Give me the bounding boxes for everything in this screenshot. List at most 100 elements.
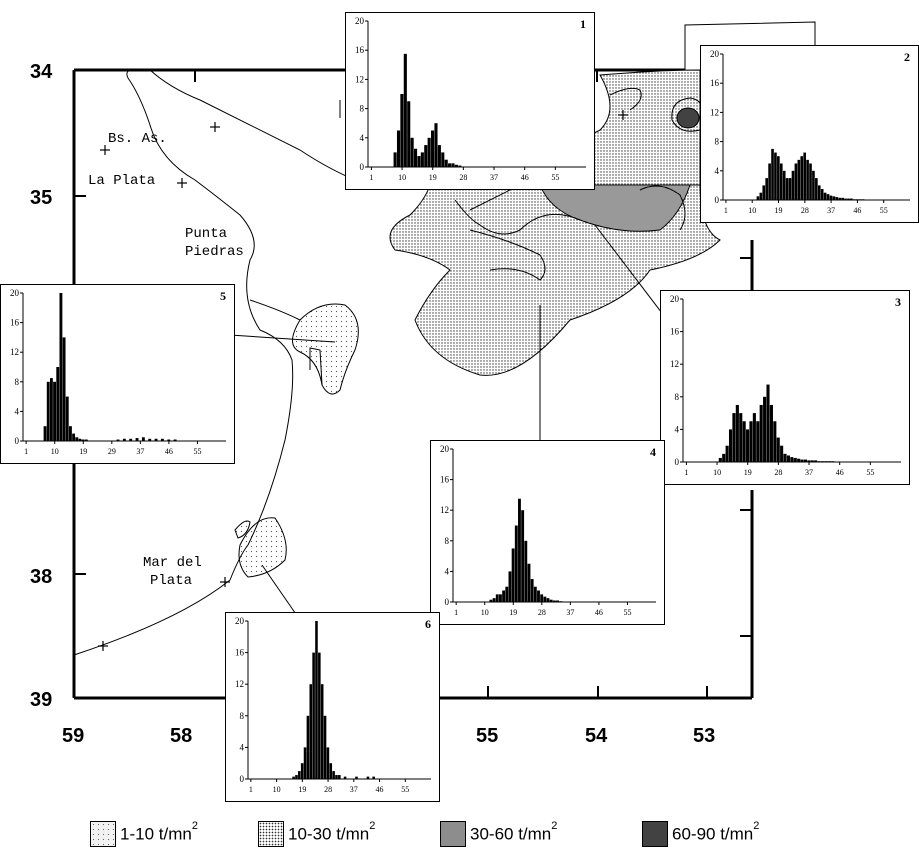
y-tick-label: 12 (10, 347, 19, 357)
histogram-bar (742, 421, 746, 462)
histogram-bar (434, 123, 438, 167)
histogram-bar (306, 715, 310, 779)
histogram-bar (774, 152, 777, 200)
place-punta: Punta (185, 226, 227, 242)
histogram-bar (441, 152, 445, 167)
histogram-bar (783, 453, 787, 462)
histogram-bar (766, 384, 770, 462)
histogram-bar (533, 586, 537, 602)
coastline (73, 69, 441, 656)
y-tick-label: 4 (715, 166, 720, 176)
lat-label-34: 34 (30, 61, 53, 83)
zone-1-10 (234, 303, 359, 578)
zone-30-60 (539, 184, 691, 232)
x-tick-label: 55 (401, 785, 409, 794)
histogram-bar (765, 178, 768, 200)
histogram-bar (320, 684, 324, 779)
histogram-bar (543, 596, 547, 602)
histogram-bar (820, 189, 824, 200)
y-tick-label: 8 (715, 137, 720, 147)
y-tick-label: 20 (235, 616, 245, 626)
x-tick-label: 46 (595, 608, 603, 617)
y-tick-label: 4 (445, 566, 450, 576)
histogram-bar (829, 195, 833, 200)
histogram-bar (803, 152, 806, 200)
y-tick-label: 8 (15, 377, 20, 387)
histogram-bar (338, 775, 341, 779)
histogram-bar (59, 293, 63, 441)
lon-label-59: 59 (62, 725, 84, 747)
legend-label-30-60: 30-60 t/mn2 (470, 819, 558, 844)
histogram-bar (437, 145, 441, 167)
legend-label-10-30: 10-30 t/mn2 (288, 819, 376, 844)
place-la-plata: La Plata (88, 173, 155, 189)
histogram-bar (326, 747, 330, 779)
histogram-bar (776, 437, 780, 462)
histogram-bar (853, 199, 856, 200)
y-tick-label: 4 (360, 133, 365, 143)
x-tick-label: 19 (79, 447, 87, 456)
y-tick-label: 12 (670, 359, 679, 369)
x-tick-label: 37 (805, 468, 813, 477)
x-tick-label: 10 (51, 447, 59, 456)
y-tick-label: 12 (355, 74, 364, 84)
histogram-bar (820, 461, 825, 462)
histogram-bar (850, 198, 853, 200)
histogram-bar (492, 598, 496, 602)
histogram-bar (160, 438, 164, 441)
legend-label-1-10: 1-10 t/mn2 (120, 819, 198, 844)
histogram-bar (122, 438, 126, 441)
histogram-2: 0 4 8 12 16 20 1 10 19 28 37 46 55 2 (700, 45, 919, 223)
zone-60-90 (676, 107, 700, 129)
histogram-bar (786, 455, 790, 462)
y-tick-label: 0 (675, 457, 680, 467)
lon-label-54: 54 (585, 725, 608, 747)
histogram-bar (315, 621, 318, 779)
histogram-plot-5: 0 4 8 12 16 20 1 10 19 29 37 46 55 (10, 288, 226, 456)
histogram-axes (247, 621, 431, 780)
y-tick-label: 8 (445, 536, 450, 546)
histogram-bar (407, 101, 411, 167)
histogram-bar (489, 599, 493, 602)
legend-swatch-10-30 (258, 821, 284, 847)
histogram-bar (756, 196, 760, 200)
histogram-bar (782, 170, 786, 200)
histogram-bar (722, 453, 726, 462)
histogram-bar (756, 421, 760, 462)
y-tick-label: 0 (15, 436, 20, 446)
histogram-id: 6 (425, 617, 431, 631)
histogram-plot-6: 0 4 8 12 16 20 1 10 19 28 37 46 55 (235, 616, 431, 794)
legend-item-30-60: 30-60 t/mn2 (440, 818, 557, 850)
histogram-bar (785, 178, 789, 200)
x-tick-label: 46 (376, 785, 384, 794)
x-tick-label: 37 (827, 206, 835, 215)
histogram-bar (508, 571, 512, 602)
histogram-bar (298, 771, 301, 779)
histogram-bar (518, 498, 521, 602)
histogram-bar (56, 367, 60, 441)
y-tick-label: 8 (675, 392, 680, 402)
histogram-bar (537, 590, 540, 602)
histogram-id: 4 (650, 445, 656, 459)
histogram-4: 0 4 8 12 16 20 1 10 19 28 37 46 55 4 (430, 440, 665, 625)
histogram-bar (372, 776, 375, 779)
histogram-bar (746, 429, 750, 462)
histogram-3: 0 4 8 12 16 20 1 10 19 28 37 46 55 3 (660, 290, 910, 485)
histogram-bar (514, 525, 518, 602)
y-tick-label: 8 (240, 711, 245, 721)
x-tick-label: 55 (880, 206, 888, 215)
histogram-bar (451, 163, 455, 167)
x-tick-label: 46 (853, 206, 861, 215)
x-tick-label: 37 (350, 785, 358, 794)
histogram-bar (72, 433, 76, 441)
histogram-bar (300, 763, 304, 779)
histogram-bar (815, 178, 818, 200)
histogram-bar (295, 775, 298, 779)
histogram-id: 1 (580, 17, 586, 31)
histogram-bar (831, 461, 835, 462)
x-tick-label: 19 (509, 608, 517, 617)
histogram-plot-3: 0 4 8 12 16 20 1 10 19 28 37 46 55 (670, 294, 901, 477)
histogram-bar (826, 194, 830, 200)
y-tick-label: 16 (670, 327, 680, 337)
lon-label-53: 53 (693, 725, 715, 747)
